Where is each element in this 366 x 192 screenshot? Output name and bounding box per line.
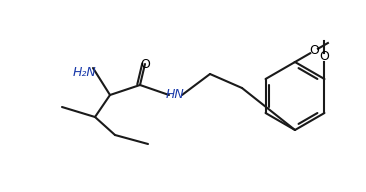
Text: O: O: [140, 57, 150, 70]
Text: O: O: [320, 50, 329, 64]
Text: H₂N: H₂N: [73, 65, 97, 79]
Text: HN: HN: [166, 89, 184, 102]
Text: O: O: [309, 45, 319, 57]
